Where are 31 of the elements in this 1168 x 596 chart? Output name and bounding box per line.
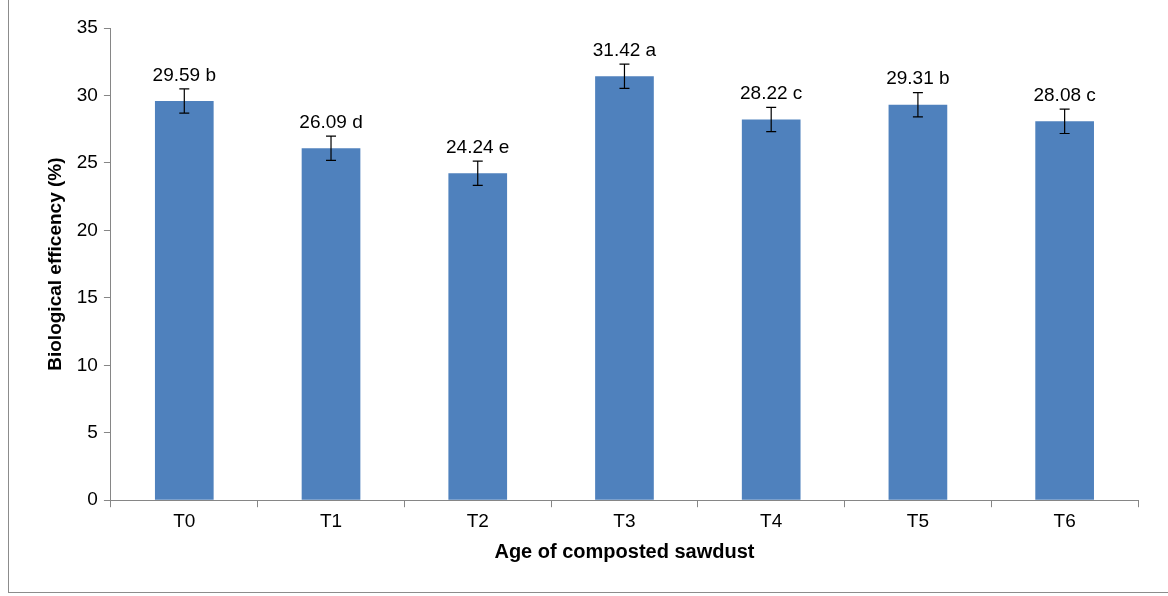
bar [448, 173, 508, 500]
data-label: 28.08 c [1033, 83, 1096, 105]
y-tick-label: 25 [76, 151, 98, 173]
data-label: 24.24 e [446, 135, 510, 157]
data-label: 29.31 b [886, 67, 950, 89]
x-tick-label: T0 [173, 509, 196, 531]
x-axis-title: Age of composted sawdust [494, 539, 755, 562]
x-tick-label: T4 [760, 509, 783, 531]
x-tick-label: T6 [1053, 509, 1076, 531]
y-tick-label: 35 [76, 16, 98, 38]
x-tick-label: T1 [319, 509, 343, 531]
data-label: 28.22 c [740, 82, 803, 104]
y-tick-label: 5 [87, 420, 98, 442]
x-tick-label: T3 [613, 509, 636, 531]
y-tick-label: 0 [87, 488, 98, 510]
y-axis-title: Biological efficency (%) [43, 157, 65, 371]
data-label: 31.42 a [592, 38, 657, 60]
y-tick-label: 30 [76, 83, 98, 105]
bar [741, 119, 801, 500]
y-tick-label: 20 [76, 218, 98, 240]
y-tick-label: 15 [76, 286, 98, 308]
bar [595, 76, 654, 500]
data-label: 29.59 b [152, 63, 216, 85]
x-tick-label: T2 [466, 509, 489, 531]
data-label: 26.09 d [299, 110, 363, 132]
bar [888, 104, 948, 500]
x-tick-label: T5 [906, 509, 930, 531]
bar [154, 100, 214, 500]
bar [1035, 121, 1094, 500]
y-tick-label: 10 [76, 353, 98, 375]
bar [301, 148, 361, 500]
